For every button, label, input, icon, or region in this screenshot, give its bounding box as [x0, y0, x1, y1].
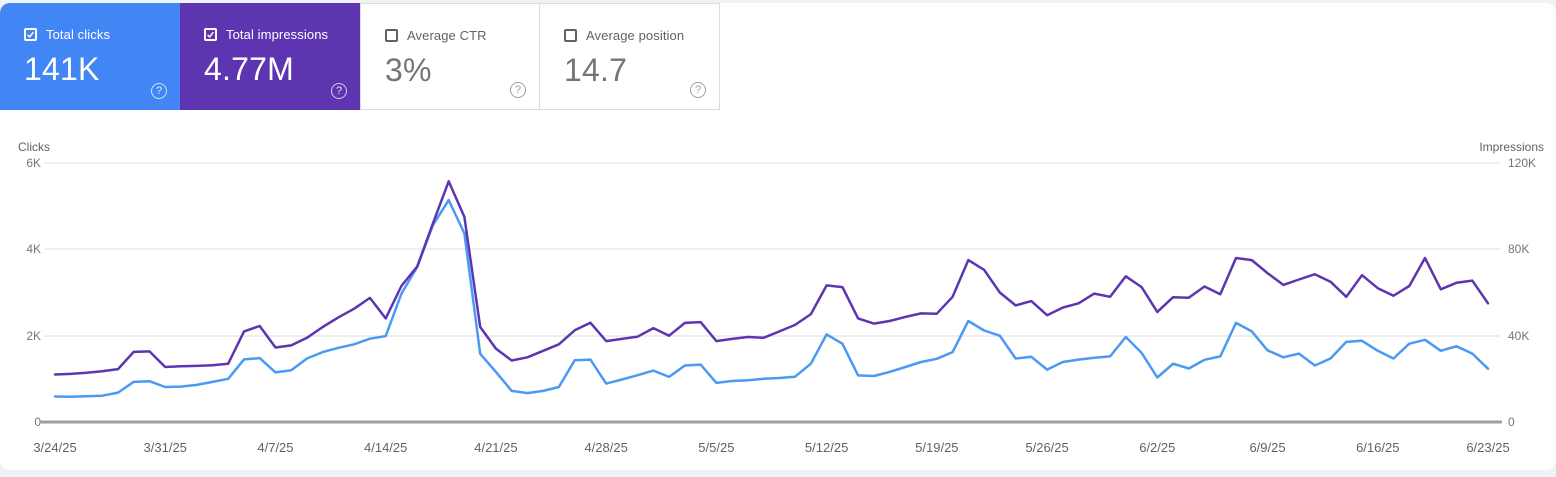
x-axis-label: 4/28/25 [584, 440, 628, 455]
left-axis-tick: 6K [26, 156, 41, 170]
left-axis-tick: 0 [34, 415, 41, 429]
total-impressions-checkbox[interactable] [204, 28, 217, 41]
right-axis-tick: 120K [1508, 156, 1537, 170]
metric-card-average-ctr[interactable]: Average CTR 3% ? [360, 3, 540, 110]
x-axis-label: 5/26/25 [1025, 440, 1069, 455]
performance-panel: Total clicks 141K ? Total impressions 4.… [0, 3, 1556, 470]
average-position-value: 14.7 [564, 52, 628, 88]
average-ctr-checkbox[interactable] [385, 29, 398, 42]
left-axis-title: Clicks [18, 140, 50, 154]
right-axis-title: Impressions [1479, 140, 1544, 154]
right-axis-tick: 40K [1508, 329, 1530, 343]
x-axis-label: 6/9/25 [1249, 440, 1286, 455]
average-ctr-help-icon[interactable]: ? [510, 82, 526, 98]
total-clicks-label: Total clicks [46, 27, 111, 42]
clicks-line [53, 198, 1490, 398]
x-axis-label: 4/14/25 [364, 440, 408, 455]
right-axis-tick: 80K [1508, 242, 1530, 256]
total-impressions-value: 4.77M [204, 51, 294, 87]
x-axis-label: 3/24/25 [33, 440, 77, 455]
metric-cards-row: Total clicks 141K ? Total impressions 4.… [0, 3, 720, 110]
x-axis-label: 5/5/25 [698, 440, 735, 455]
x-axis-label: 3/31/25 [143, 440, 187, 455]
average-position-checkbox[interactable] [564, 29, 577, 42]
left-axis-tick: 4K [26, 242, 41, 256]
average-ctr-value: 3% [385, 52, 432, 88]
impressions-line [53, 180, 1490, 376]
checkmark-icon [207, 31, 214, 39]
x-axis-label: 6/16/25 [1356, 440, 1400, 455]
x-axis-label: 6/23/25 [1466, 440, 1510, 455]
x-axis-label: 5/12/25 [804, 440, 849, 455]
total-impressions-help-icon[interactable]: ? [331, 83, 347, 99]
x-axis-label: 6/2/25 [1139, 440, 1176, 455]
average-position-help-icon[interactable]: ? [690, 82, 706, 98]
average-ctr-label: Average CTR [407, 28, 487, 43]
x-axis-label: 4/21/25 [474, 440, 518, 455]
right-axis-tick: 0 [1508, 415, 1515, 429]
x-axis-label: 4/7/25 [257, 440, 294, 455]
left-axis-tick: 2K [26, 329, 41, 343]
x-axis-label: 5/19/25 [915, 440, 959, 455]
total-impressions-label: Total impressions [226, 27, 329, 42]
total-clicks-checkbox[interactable] [24, 28, 37, 41]
metric-card-total-impressions[interactable]: Total impressions 4.77M ? [180, 3, 360, 110]
total-clicks-value: 141K [24, 51, 100, 87]
average-position-label: Average position [586, 28, 685, 43]
metric-card-total-clicks[interactable]: Total clicks 141K ? [0, 3, 180, 110]
checkmark-icon [27, 31, 34, 39]
total-clicks-help-icon[interactable]: ? [151, 83, 167, 99]
chart-plot[interactable] [0, 133, 1556, 470]
metric-card-average-position[interactable]: Average position 14.7 ? [540, 3, 720, 110]
